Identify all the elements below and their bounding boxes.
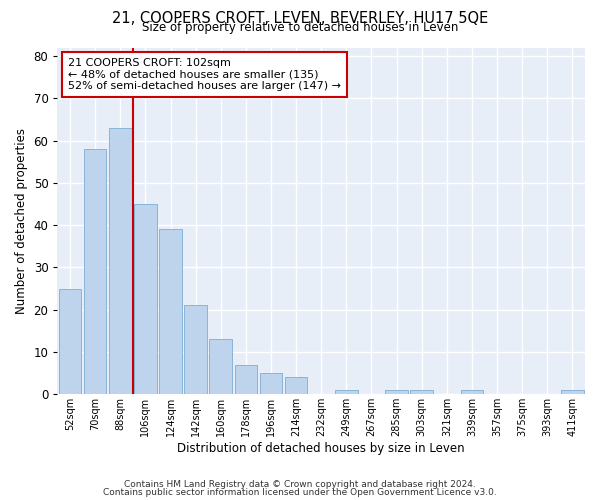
Bar bbox=[109, 128, 131, 394]
Y-axis label: Number of detached properties: Number of detached properties bbox=[15, 128, 28, 314]
Bar bbox=[59, 288, 82, 395]
Bar bbox=[285, 378, 307, 394]
Bar bbox=[235, 364, 257, 394]
Text: Contains public sector information licensed under the Open Government Licence v3: Contains public sector information licen… bbox=[103, 488, 497, 497]
Bar bbox=[561, 390, 584, 394]
Text: Contains HM Land Registry data © Crown copyright and database right 2024.: Contains HM Land Registry data © Crown c… bbox=[124, 480, 476, 489]
Text: Size of property relative to detached houses in Leven: Size of property relative to detached ho… bbox=[142, 22, 458, 35]
Bar bbox=[260, 373, 282, 394]
Bar bbox=[385, 390, 408, 394]
Bar bbox=[335, 390, 358, 394]
Bar bbox=[159, 230, 182, 394]
Bar bbox=[84, 149, 106, 394]
Bar bbox=[461, 390, 483, 394]
Bar bbox=[184, 306, 207, 394]
X-axis label: Distribution of detached houses by size in Leven: Distribution of detached houses by size … bbox=[178, 442, 465, 455]
Bar bbox=[209, 340, 232, 394]
Bar bbox=[410, 390, 433, 394]
Text: 21, COOPERS CROFT, LEVEN, BEVERLEY, HU17 5QE: 21, COOPERS CROFT, LEVEN, BEVERLEY, HU17… bbox=[112, 11, 488, 26]
Bar bbox=[134, 204, 157, 394]
Text: 21 COOPERS CROFT: 102sqm
← 48% of detached houses are smaller (135)
52% of semi-: 21 COOPERS CROFT: 102sqm ← 48% of detach… bbox=[68, 58, 341, 91]
